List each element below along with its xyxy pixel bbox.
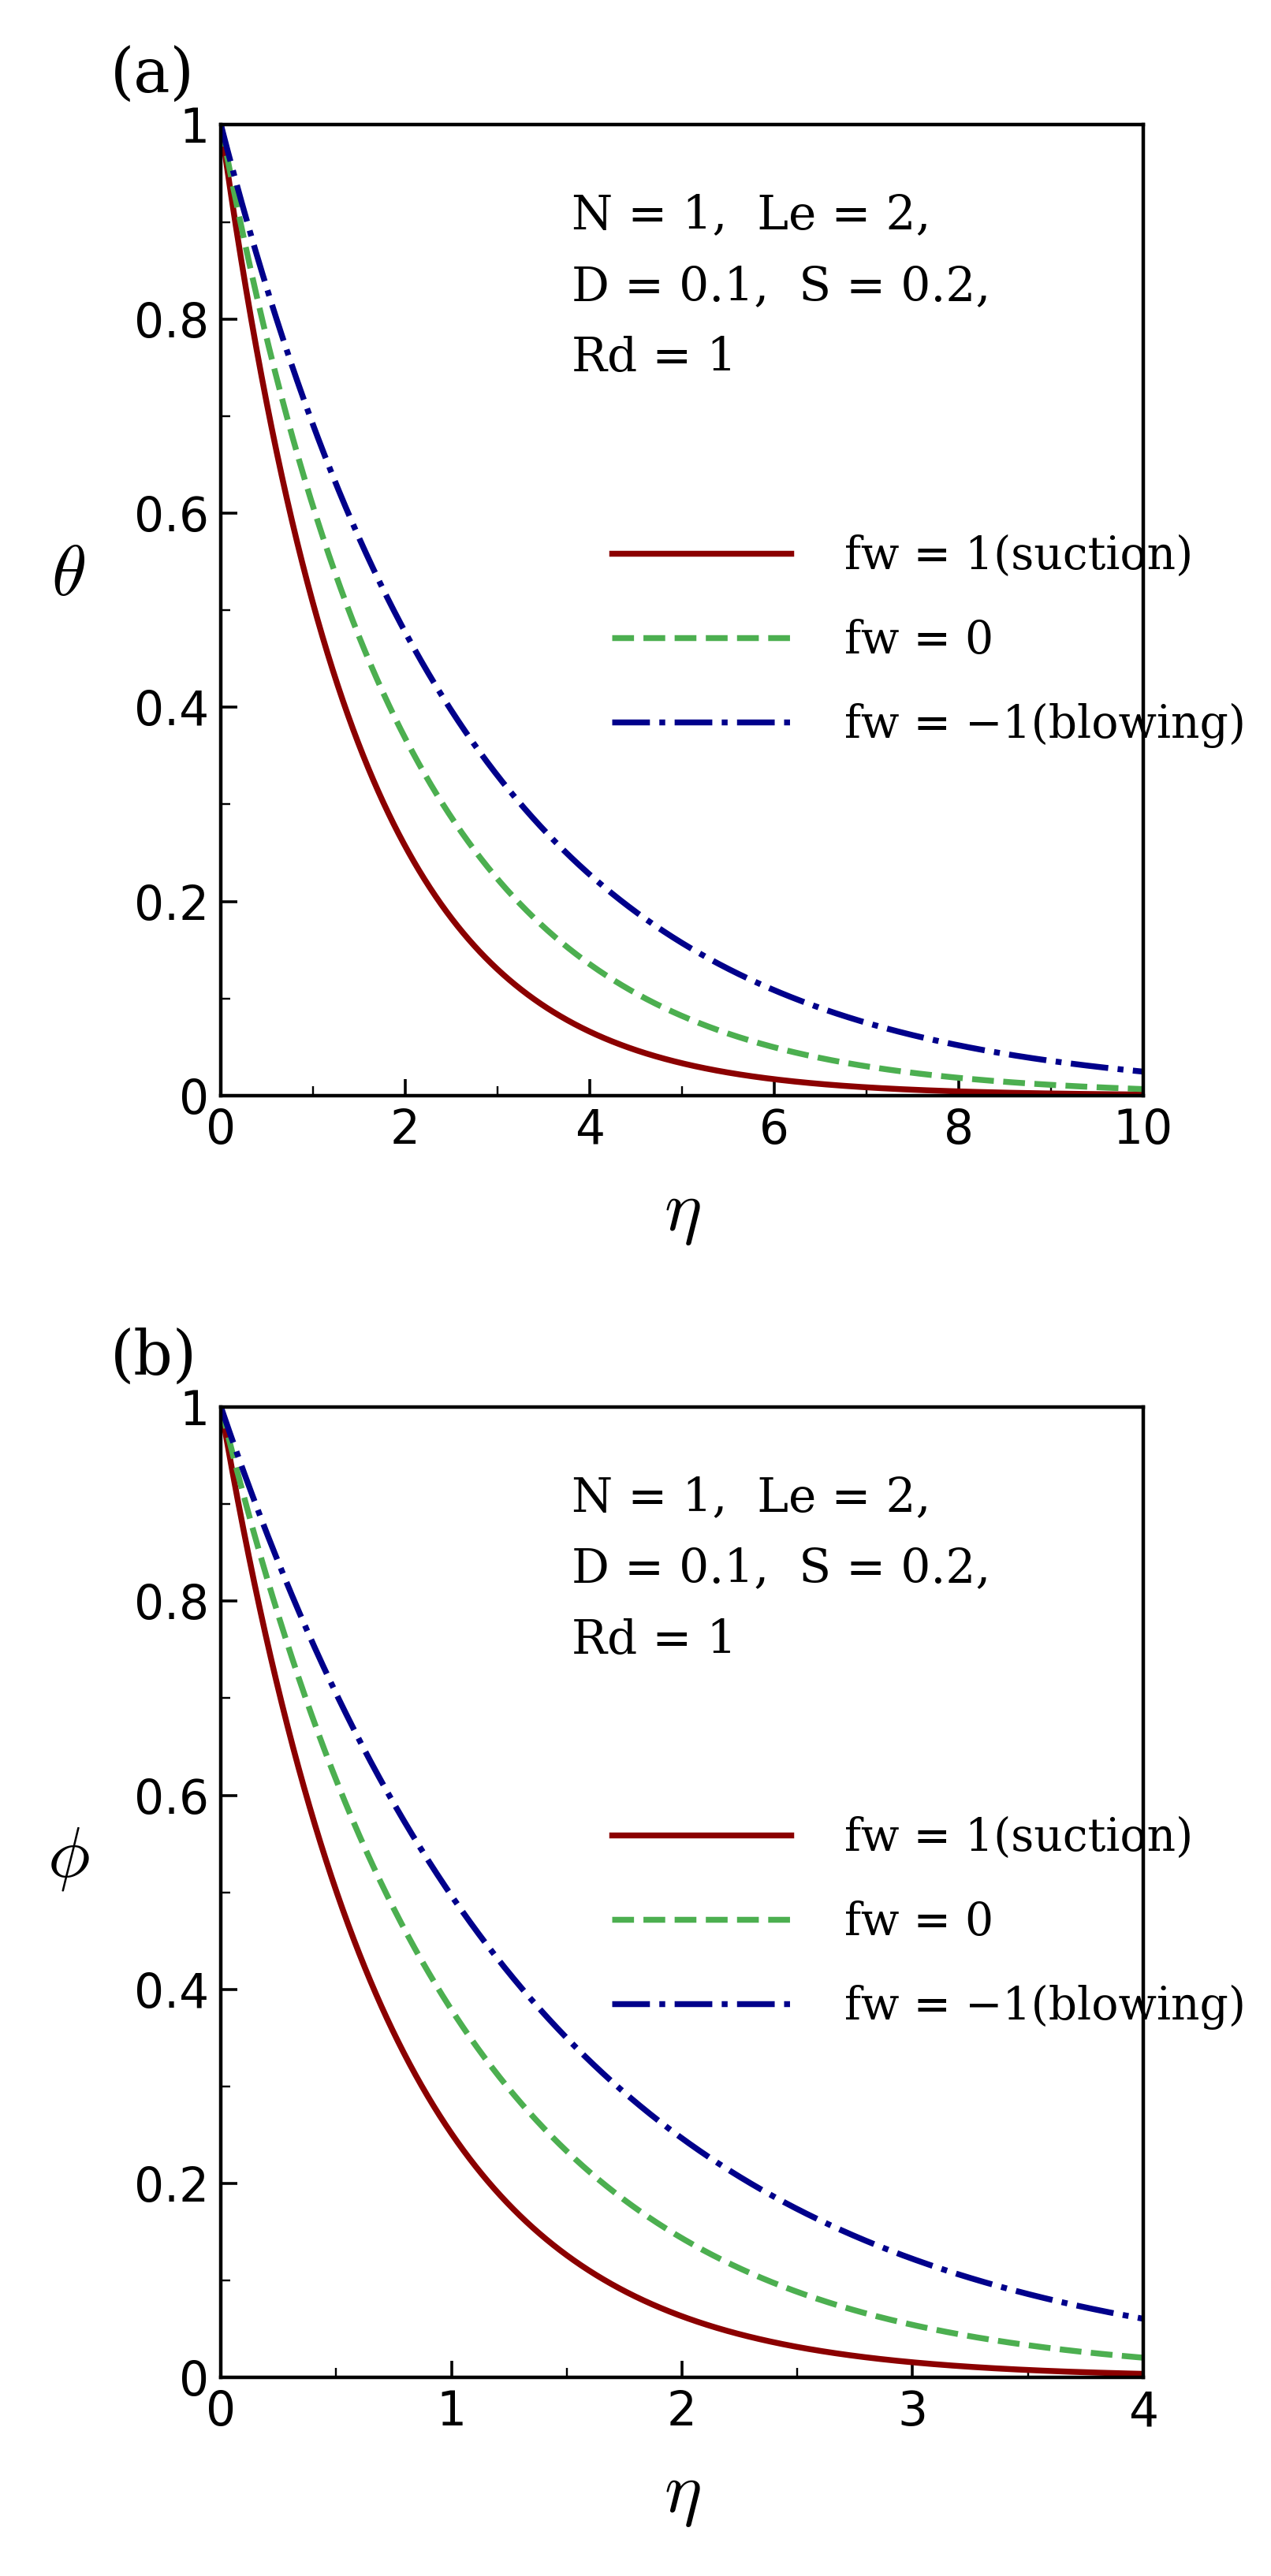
fw = 0 — [1108, 1072, 1124, 1103]
Text: (a): (a) — [111, 46, 194, 106]
fw = 1(suction) — [661, 2295, 676, 2326]
fw = 0 — [214, 108, 229, 139]
fw = 0 — [214, 1391, 229, 1422]
Line: fw = 1(suction): fw = 1(suction) — [221, 124, 1143, 1095]
fw = 0 — [1135, 2342, 1150, 2372]
fw = −1(blowing) — [1108, 1054, 1124, 1084]
fw = 1(suction) — [1108, 1079, 1124, 1110]
fw = 0 — [939, 1061, 955, 1092]
fw = −1(blowing) — [661, 2112, 676, 2143]
fw = 1(suction) — [1135, 2360, 1150, 2391]
fw = −1(blowing) — [1108, 1054, 1124, 1084]
fw = 1(suction) — [939, 1077, 955, 1108]
Line: fw = −1(blowing): fw = −1(blowing) — [221, 1406, 1143, 2318]
Line: fw = 1(suction): fw = 1(suction) — [221, 1406, 1143, 2375]
fw = −1(blowing) — [1108, 2298, 1124, 2329]
fw = 1(suction) — [939, 2349, 955, 2380]
fw = 0 — [1108, 1072, 1124, 1103]
fw = −1(blowing) — [214, 1391, 229, 1422]
Text: N = 1,  Le = 2,
D = 0.1,  S = 0.2,
Rd = 1: N = 1, Le = 2, D = 0.1, S = 0.2, Rd = 1 — [571, 1476, 990, 1664]
Line: fw = 0: fw = 0 — [221, 124, 1143, 1090]
Y-axis label: $\phi$: $\phi$ — [47, 1824, 89, 1893]
fw = 1(suction) — [1108, 1079, 1124, 1110]
Legend: fw = 1(suction), fw = 0, fw = −1(blowing): fw = 1(suction), fw = 0, fw = −1(blowing… — [594, 515, 1263, 765]
fw = 0 — [637, 981, 652, 1012]
fw = 1(suction) — [637, 1038, 652, 1069]
fw = 0 — [1135, 1074, 1150, 1105]
fw = 1(suction) — [214, 108, 229, 139]
X-axis label: $\eta$: $\eta$ — [663, 2460, 700, 2530]
fw = −1(blowing) — [939, 1028, 955, 1059]
Text: N = 1,  Le = 2,
D = 0.1,  S = 0.2,
Rd = 1: N = 1, Le = 2, D = 0.1, S = 0.2, Rd = 1 — [571, 193, 990, 381]
Y-axis label: $\theta$: $\theta$ — [51, 541, 85, 611]
fw = 0 — [1108, 2339, 1124, 2370]
fw = −1(blowing) — [261, 1520, 276, 1551]
fw = −1(blowing) — [637, 904, 652, 935]
fw = −1(blowing) — [261, 276, 276, 307]
fw = −1(blowing) — [939, 2254, 955, 2285]
fw = −1(blowing) — [661, 920, 676, 951]
Text: (b): (b) — [111, 1327, 197, 1388]
fw = 1(suction) — [214, 1391, 229, 1422]
Line: fw = 0: fw = 0 — [221, 1406, 1143, 2357]
fw = 1(suction) — [661, 1046, 676, 1077]
fw = 1(suction) — [261, 394, 276, 425]
fw = 1(suction) — [1108, 2357, 1124, 2388]
fw = 0 — [939, 2316, 955, 2347]
fw = 0 — [261, 1566, 276, 1597]
fw = 0 — [661, 994, 676, 1025]
fw = 1(suction) — [261, 1631, 276, 1662]
fw = −1(blowing) — [637, 2094, 652, 2125]
fw = 1(suction) — [1108, 2357, 1124, 2388]
fw = −1(blowing) — [1135, 2303, 1150, 2334]
Legend: fw = 1(suction), fw = 0, fw = −1(blowing): fw = 1(suction), fw = 0, fw = −1(blowing… — [594, 1798, 1263, 2048]
X-axis label: $\eta$: $\eta$ — [663, 1177, 700, 1247]
fw = −1(blowing) — [1135, 1056, 1150, 1087]
fw = 0 — [1108, 2339, 1124, 2370]
fw = 0 — [661, 2215, 676, 2246]
fw = 0 — [637, 2200, 652, 2231]
fw = −1(blowing) — [214, 108, 229, 139]
fw = 0 — [261, 327, 276, 358]
fw = 1(suction) — [637, 2285, 652, 2316]
fw = −1(blowing) — [1108, 2298, 1124, 2329]
fw = 1(suction) — [1135, 1079, 1150, 1110]
Line: fw = −1(blowing): fw = −1(blowing) — [221, 124, 1143, 1072]
